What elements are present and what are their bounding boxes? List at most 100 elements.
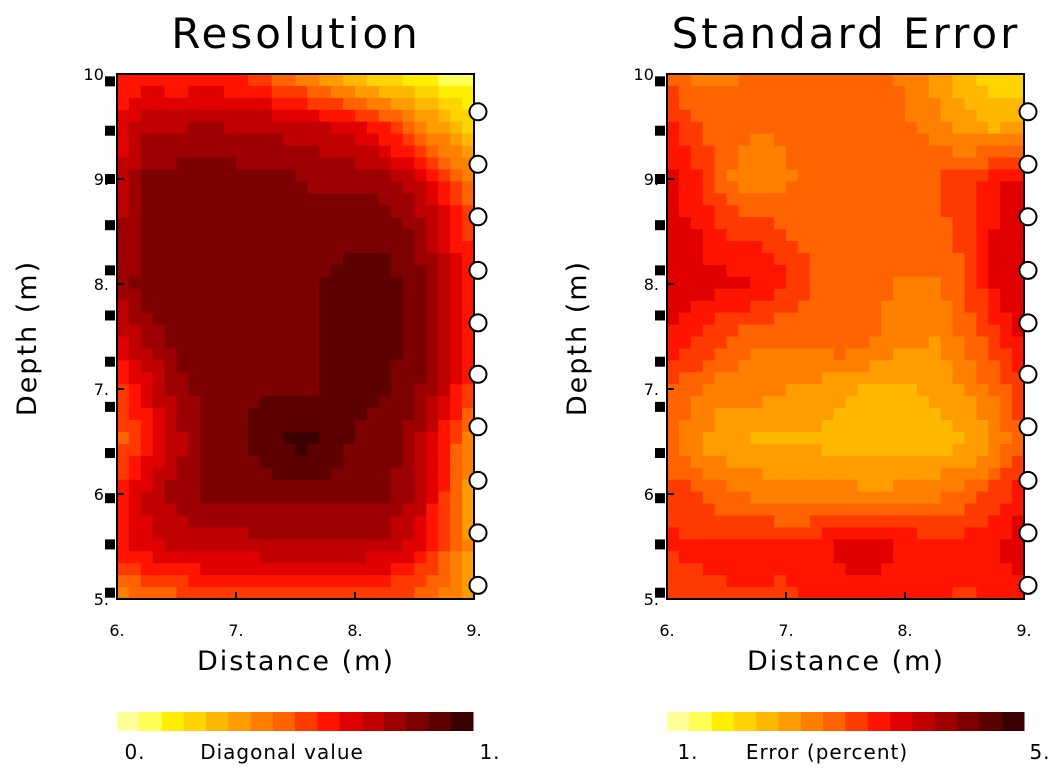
heatmap-cell: [355, 300, 368, 314]
heatmap-cell: [726, 241, 739, 254]
heatmap-cell: [378, 467, 392, 481]
heatmap-cell: [905, 74, 918, 87]
heatmap-cell: [833, 97, 847, 111]
heatmap-cell: [702, 455, 716, 469]
heatmap-cell: [940, 97, 954, 111]
heatmap-cell: [738, 551, 751, 564]
heatmap-cell: [964, 551, 977, 564]
heatmap-cell: [414, 515, 427, 529]
heatmap-cell: [786, 336, 799, 350]
heatmap-cell: [905, 551, 918, 564]
heatmap-cell: [964, 324, 977, 338]
heatmap-cell: [128, 575, 142, 588]
heatmap-cell: [869, 384, 882, 397]
heatmap-cell: [833, 455, 847, 469]
heatmap-cell: [786, 455, 799, 469]
x-axis-label: Distance (m): [197, 646, 395, 677]
heatmap-cell: [128, 563, 142, 576]
heatmap-cell: [809, 431, 823, 445]
heatmap-cell: [271, 133, 285, 147]
heatmap-cell: [355, 360, 368, 373]
heatmap-cell: [833, 109, 847, 123]
heatmap-cell: [952, 276, 966, 290]
heatmap-cell: [881, 85, 894, 99]
heatmap-cell: [224, 455, 237, 469]
heatmap-cell: [678, 193, 692, 206]
source-square-marker: [105, 493, 115, 504]
heatmap-cell: [916, 193, 930, 206]
heatmap-cell: [438, 276, 451, 290]
heatmap-cell: [212, 74, 225, 87]
heatmap-cell: [738, 479, 751, 493]
heatmap-cell: [809, 408, 823, 421]
heatmap-cell: [236, 372, 249, 385]
heatmap-cell: [667, 157, 680, 171]
heatmap-cell: [964, 288, 977, 302]
heatmap-cell: [988, 217, 1001, 230]
heatmap-cell: [200, 479, 213, 493]
colorbar: [117, 712, 474, 731]
heatmap-cell: [236, 264, 249, 278]
heatmap-cell: [750, 169, 763, 182]
heatmap-cell: [916, 527, 930, 540]
heatmap-cell: [750, 348, 763, 361]
heatmap-cell: [164, 503, 178, 517]
heatmap-cell: [224, 384, 237, 397]
heatmap-cell: [259, 527, 273, 540]
heatmap-cell: [212, 539, 225, 552]
heatmap-cell: [414, 420, 427, 433]
heatmap-cell: [355, 455, 368, 469]
heatmap-cell: [438, 145, 451, 159]
heatmap-cell: [750, 276, 763, 290]
heatmap-cell: [176, 97, 189, 111]
heatmap-cell: [678, 133, 692, 147]
heatmap-cell: [845, 121, 858, 135]
heatmap-cell: [893, 133, 906, 147]
heatmap-cell: [188, 563, 201, 576]
heatmap-cell: [833, 121, 847, 135]
heatmap-cell: [774, 121, 787, 135]
heatmap-cell: [224, 288, 237, 302]
heatmap-cell: [928, 324, 942, 338]
heatmap-cell: [462, 241, 475, 254]
colorbar-swatch: [867, 712, 891, 731]
heatmap-cell: [247, 587, 261, 600]
heatmap-cell: [390, 324, 404, 338]
heatmap-cell: [786, 360, 799, 373]
heatmap-cell: [164, 408, 178, 421]
heatmap-cell: [283, 372, 297, 385]
heatmap-cell: [857, 85, 870, 99]
heatmap-cell: [893, 157, 906, 171]
heatmap-cell: [390, 360, 404, 373]
heatmap-cell: [905, 97, 918, 111]
heatmap-cell: [438, 229, 451, 242]
heatmap-cell: [283, 241, 297, 254]
heatmap-cell: [331, 217, 344, 230]
heatmap-cell: [881, 527, 894, 540]
heatmap-cell: [893, 169, 906, 182]
heatmap-cell: [678, 205, 692, 218]
heatmap-cell: [702, 288, 716, 302]
heatmap-cell: [271, 455, 285, 469]
heatmap-cell: [390, 587, 404, 600]
heatmap-cell: [450, 539, 463, 552]
heatmap-cell: [224, 467, 237, 481]
heatmap-cell: [786, 443, 799, 457]
heatmap-cell: [259, 133, 273, 147]
heatmap-cell: [786, 551, 799, 564]
heatmap-cell: [295, 384, 308, 397]
heatmap-cell: [152, 229, 166, 242]
heatmap-cell: [916, 169, 930, 182]
heatmap-cell: [426, 587, 439, 600]
heatmap-cell: [964, 539, 977, 552]
heatmap-cell: [224, 264, 237, 278]
heatmap-cell: [928, 217, 942, 230]
heatmap-cell: [414, 479, 427, 493]
heatmap-cell: [414, 229, 427, 242]
heatmap-cell: [462, 384, 475, 397]
heatmap-cell: [259, 587, 273, 600]
heatmap-cell: [916, 348, 930, 361]
heatmap-cell: [402, 157, 416, 171]
heatmap-cell: [438, 312, 451, 326]
heatmap-cell: [283, 360, 297, 373]
